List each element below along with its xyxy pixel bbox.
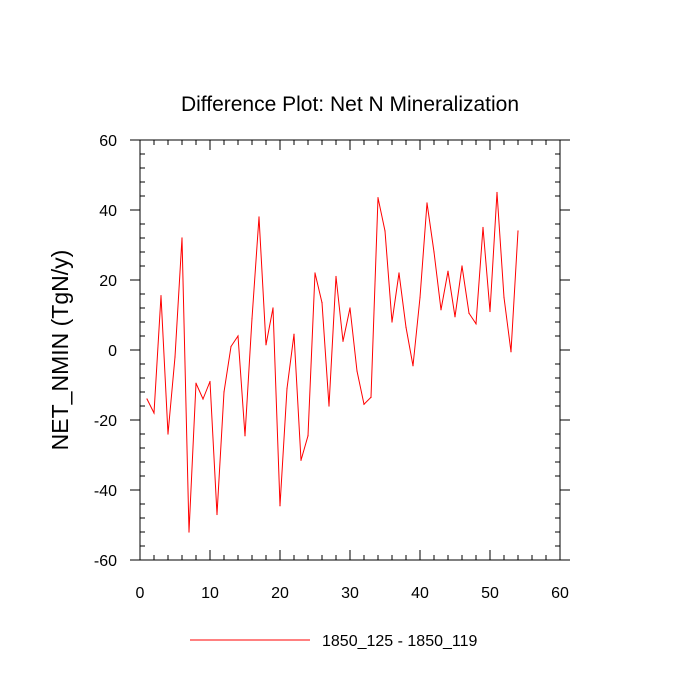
data-point xyxy=(517,230,519,232)
axis-ticks xyxy=(130,139,570,561)
data-point xyxy=(265,344,267,346)
data-point xyxy=(216,513,218,516)
data-point xyxy=(391,321,393,323)
axis-tick-labels: 0 10 20 30 40 50 60 -60 -40 -20 0 20 40 60 xyxy=(94,133,569,602)
data-point xyxy=(503,296,505,299)
data-point xyxy=(279,505,281,507)
y-axis-label: NET_NMIN (TgN/y) xyxy=(47,250,73,451)
data-point xyxy=(482,226,484,229)
data-point xyxy=(461,265,463,267)
data-point xyxy=(181,237,183,239)
data-point xyxy=(230,345,232,348)
x-tick-label: 20 xyxy=(271,585,289,602)
data-point xyxy=(384,230,386,232)
data-point xyxy=(258,216,260,218)
data-point xyxy=(405,326,407,328)
data-point xyxy=(251,317,253,320)
data-point xyxy=(307,435,309,437)
legend-label: 1850_125 - 1850_119 xyxy=(322,633,478,650)
x-tick-label: 40 xyxy=(411,585,429,602)
data-point xyxy=(314,272,316,274)
y-tick-label: -20 xyxy=(94,413,117,430)
data-point xyxy=(377,197,379,199)
data-point xyxy=(356,370,358,372)
data-point xyxy=(153,412,155,414)
x-tick-label: 0 xyxy=(136,585,145,602)
data-point xyxy=(447,270,449,272)
data-point xyxy=(209,380,211,383)
x-tick-label: 30 xyxy=(341,585,359,602)
data-point xyxy=(433,251,435,253)
x-tick-label: 50 xyxy=(481,585,499,602)
y-tick-label: 20 xyxy=(99,273,117,290)
data-point xyxy=(328,405,330,407)
series-layer xyxy=(146,191,519,533)
y-tick-label: 40 xyxy=(99,203,117,220)
data-point xyxy=(335,275,337,278)
data-point xyxy=(370,396,372,398)
plot-frame xyxy=(139,139,561,561)
data-point xyxy=(223,391,225,393)
data-point xyxy=(167,433,169,435)
data-point xyxy=(321,302,323,304)
data-point xyxy=(237,335,239,337)
y-tick-label: -40 xyxy=(94,483,117,500)
data-point xyxy=(440,309,442,311)
y-tick-label: 0 xyxy=(108,343,117,360)
data-point xyxy=(342,340,344,342)
data-point xyxy=(202,398,204,400)
data-point xyxy=(398,272,400,274)
data-point xyxy=(363,403,365,405)
data-point xyxy=(419,296,421,299)
data-point xyxy=(188,531,190,533)
data-point xyxy=(244,435,246,437)
data-point xyxy=(489,310,491,313)
data-point xyxy=(195,382,197,384)
data-point xyxy=(174,356,176,358)
data-point xyxy=(426,202,428,204)
data-point xyxy=(300,459,302,461)
series-line-0 xyxy=(146,192,519,533)
data-point xyxy=(412,365,414,367)
data-point xyxy=(272,307,274,309)
x-tick-label: 10 xyxy=(201,585,219,602)
data-point xyxy=(510,351,512,353)
data-point xyxy=(475,323,477,325)
data-point xyxy=(146,398,148,400)
legend: 1850_125 - 1850_119 xyxy=(190,633,478,650)
chart-title: Difference Plot: Net N Mineralization xyxy=(181,93,519,116)
data-point xyxy=(454,316,456,318)
data-point xyxy=(286,387,288,390)
y-tick-label: 60 xyxy=(99,133,117,150)
data-point xyxy=(349,307,351,309)
data-point xyxy=(160,295,162,297)
data-point xyxy=(293,333,295,335)
x-tick-label: 60 xyxy=(551,585,569,602)
data-point xyxy=(496,191,498,194)
y-tick-label: -60 xyxy=(94,553,117,570)
data-point xyxy=(468,312,470,314)
